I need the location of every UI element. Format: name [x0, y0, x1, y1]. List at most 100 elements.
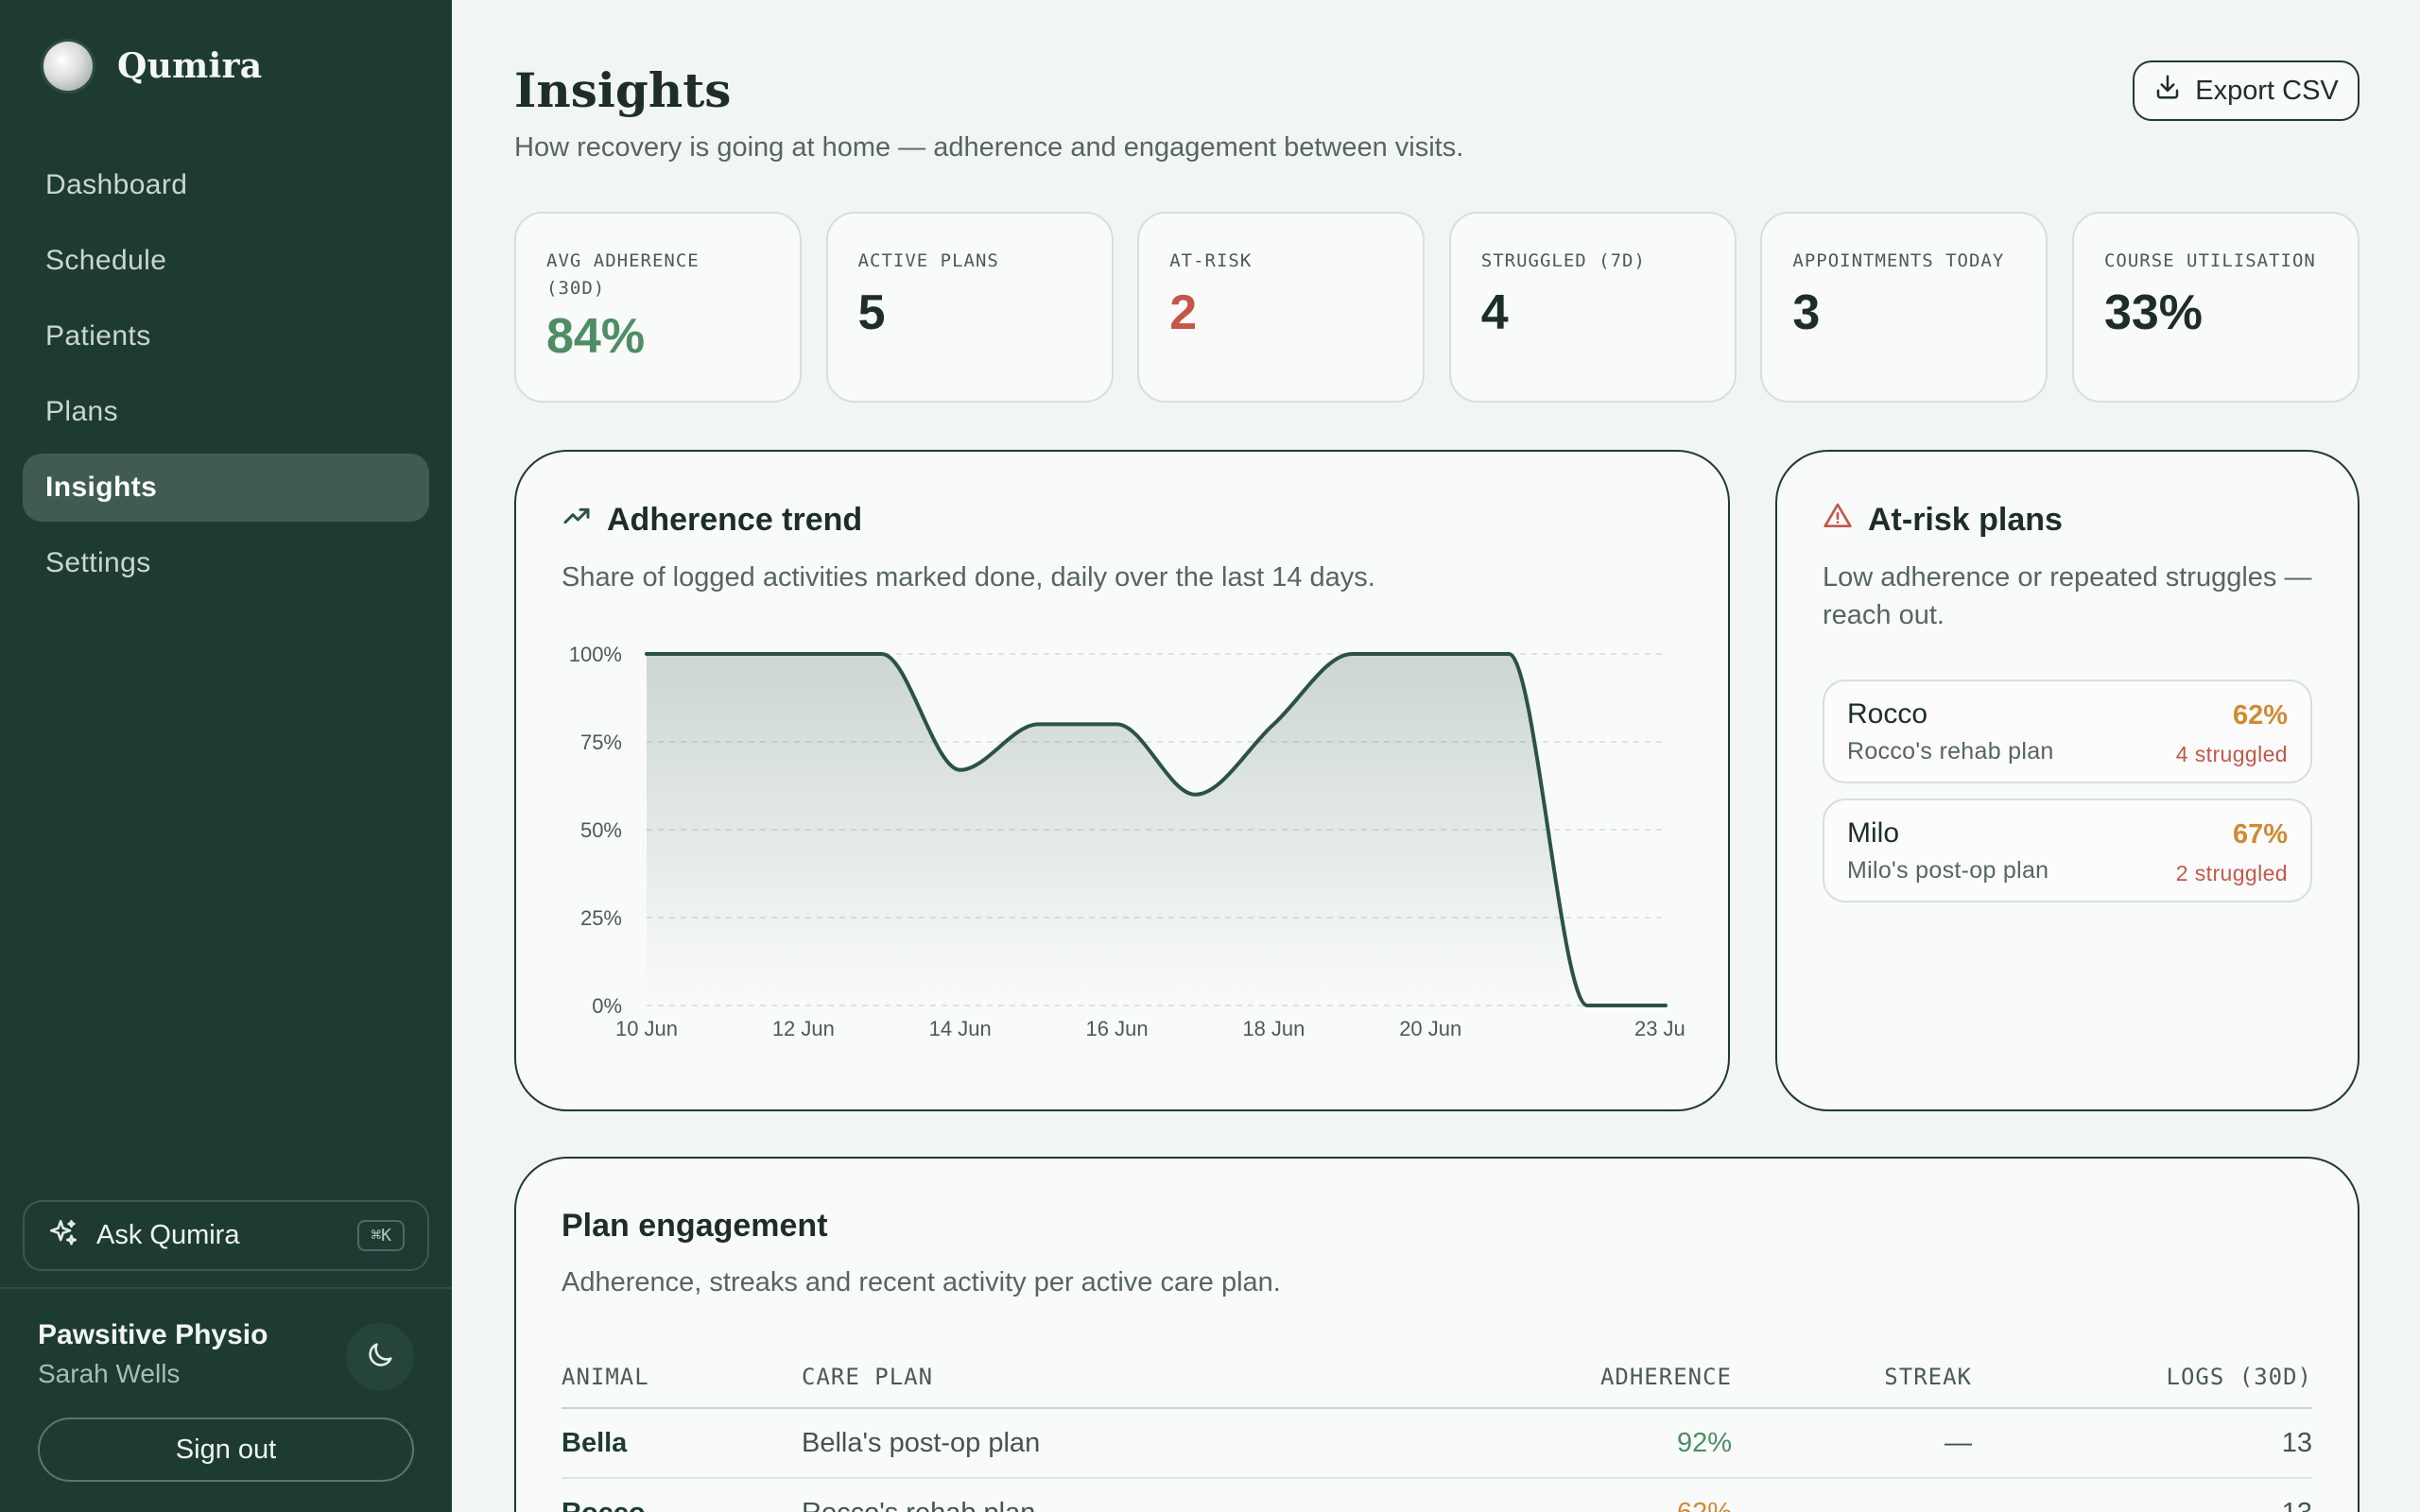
- sidebar-item-settings[interactable]: Settings: [45, 547, 151, 578]
- stat-value: 84%: [546, 309, 646, 364]
- stat-value: 4: [1480, 285, 1509, 340]
- sidebar-item-plans[interactable]: Plans: [45, 396, 119, 427]
- x-tick-label: 16 Jun: [1086, 1017, 1149, 1040]
- risk-plan-name: Rocco's rehab plan: [1847, 738, 2054, 765]
- cell-animal[interactable]: Bella: [562, 1427, 628, 1458]
- risk-struggled: 2 struggled: [2175, 861, 2288, 885]
- stat-card-appointments-today: APPOINTMENTS TODAY 3: [1760, 212, 2048, 403]
- adherence-trend-card: Adherence trend Share of logged activiti…: [514, 450, 1730, 1111]
- stat-card-course-utilisation: COURSE UTILISATION 33%: [2071, 212, 2360, 403]
- stat-cards: AVG ADHERENCE (30D) 84% ACTIVE PLANS 5 A…: [514, 212, 2360, 403]
- stat-value: 5: [857, 285, 886, 340]
- at-risk-item-rocco[interactable]: Rocco Rocco's rehab plan 62% 4 struggled: [1823, 679, 2312, 783]
- page-title: Insights: [514, 62, 732, 118]
- export-csv-button[interactable]: Export CSV: [2133, 60, 2360, 121]
- x-tick-label: 14 Jun: [929, 1017, 992, 1040]
- brand-name: Qumira: [117, 46, 263, 86]
- cell-logs: 13: [1972, 1498, 2312, 1512]
- sidebar-item-dashboard[interactable]: Dashboard: [45, 169, 188, 200]
- stat-value: 2: [1169, 285, 1198, 340]
- risk-animal-name: Rocco: [1847, 698, 1928, 730]
- sidebar: Qumira Dashboard Schedule Patients Plans…: [0, 0, 452, 1512]
- chart-series-line: [645, 652, 1668, 1007]
- cell-logs: 13: [2281, 1427, 2312, 1458]
- x-tick-label: 10 Jun: [615, 1017, 678, 1040]
- column-header-streak[interactable]: STREAK: [1884, 1364, 1972, 1390]
- plan-engagement-title: Plan engagement: [562, 1208, 828, 1244]
- sign-out-button[interactable]: Sign out: [38, 1418, 414, 1482]
- adherence-trend-description: Share of logged activities marked done, …: [562, 562, 1375, 593]
- stat-card-active-plans: ACTIVE PLANS 5: [825, 212, 1114, 403]
- cell-adherence: 92%: [1676, 1427, 1732, 1458]
- cell-care-plan: Rocco's rehab plan: [802, 1498, 1369, 1512]
- stat-label: COURSE UTILISATION: [2103, 250, 2316, 271]
- stat-label: AT-RISK: [1169, 250, 1253, 271]
- brand[interactable]: Qumira: [43, 42, 262, 91]
- sidebar-item-schedule[interactable]: Schedule: [45, 245, 167, 276]
- at-risk-title-text: At-risk plans: [1868, 502, 2063, 538]
- cell-adherence: 62%: [1369, 1498, 1732, 1512]
- y-tick-label: 0%: [592, 994, 622, 1018]
- engagement-table: ANIMAL CARE PLAN ADHERENCE STREAK LOGS (…: [562, 1347, 2312, 1512]
- x-tick-label: 12 Jun: [772, 1017, 835, 1040]
- download-icon: [2153, 73, 2195, 109]
- warning-icon: [1823, 501, 1868, 540]
- trending-up-icon: [562, 501, 607, 540]
- sidebar-nav: Dashboard Schedule Patients Plans Insigh…: [23, 151, 429, 605]
- sparkles-icon: [47, 1217, 79, 1254]
- y-tick-label: 100%: [569, 643, 622, 666]
- chart-area-fill: [647, 654, 1666, 1005]
- y-tick-label: 25%: [580, 906, 622, 930]
- stat-value: 33%: [2103, 285, 2204, 340]
- cell-animal[interactable]: Rocco: [562, 1498, 802, 1512]
- stat-label: ACTIVE PLANS: [857, 250, 999, 271]
- y-tick-label: 50%: [580, 818, 622, 842]
- adherence-trend-title: Adherence trend: [562, 501, 1683, 540]
- column-header-logs[interactable]: LOGS (30D): [2166, 1364, 2312, 1390]
- risk-struggled: 4 struggled: [2175, 742, 2288, 766]
- export-csv-label: Export CSV: [2195, 75, 2339, 106]
- sidebar-item-patients[interactable]: Patients: [45, 320, 151, 352]
- adherence-trend-title-text: Adherence trend: [607, 502, 863, 538]
- user-name: Sarah Wells: [38, 1359, 181, 1388]
- table-row[interactable]: Rocco Rocco's rehab plan 62% 13: [562, 1479, 2312, 1512]
- column-header-care-plan[interactable]: CARE PLAN: [802, 1364, 934, 1390]
- adherence-trend-chart: 0% 25% 50% 75% 100% 10 Jun 12 Jun 14 Jun 16 Jun 1…: [569, 643, 1686, 1040]
- at-risk-list: Rocco Rocco's rehab plan 62% 4 struggled…: [1823, 679, 2312, 902]
- x-tick-label: 18 Jun: [1242, 1017, 1305, 1040]
- at-risk-description: Low adherence or repeated struggles — re…: [1823, 562, 2312, 630]
- page-subtitle: How recovery is going at home — adherenc…: [514, 132, 1464, 163]
- cell-care-plan: Bella's post-op plan: [802, 1427, 1041, 1458]
- brand-logo: [43, 42, 93, 91]
- theme-toggle-button[interactable]: [346, 1323, 414, 1391]
- org-name: Pawsitive Physio: [38, 1319, 268, 1350]
- table-header: ANIMAL CARE PLAN ADHERENCE STREAK LOGS (…: [562, 1347, 2312, 1409]
- stat-card-at-risk: AT-RISK 2: [1137, 212, 1426, 403]
- stat-card-avg-adherence: AVG ADHERENCE (30D) 84%: [514, 212, 802, 403]
- plan-engagement-description: Adherence, streaks and recent activity p…: [562, 1267, 1281, 1297]
- stat-label: AVG ADHERENCE (30D): [546, 250, 700, 299]
- stat-label: STRUGGLED (7D): [1480, 250, 1646, 271]
- column-header-adherence[interactable]: ADHERENCE: [1599, 1364, 1732, 1390]
- keyboard-shortcut: ⌘K: [357, 1220, 405, 1251]
- plan-engagement-card: Plan engagement Adherence, streaks and r…: [514, 1157, 2360, 1512]
- y-tick-label: 75%: [580, 730, 622, 754]
- cell-streak: —: [1945, 1427, 1972, 1458]
- risk-plan-name: Milo's post-op plan: [1847, 857, 2049, 884]
- stat-label: APPOINTMENTS TODAY: [1792, 250, 2005, 271]
- x-tick-label: 23 Jun: [1634, 1017, 1686, 1040]
- table-row[interactable]: Bella Bella's post-op plan 92% — 13: [562, 1409, 2312, 1479]
- stat-value: 3: [1792, 285, 1821, 340]
- ask-qumira-button[interactable]: Ask Qumira ⌘K: [23, 1200, 429, 1271]
- moon-icon: [364, 1339, 396, 1376]
- sidebar-item-insights[interactable]: Insights: [23, 454, 429, 522]
- at-risk-title: At-risk plans: [1823, 501, 2312, 540]
- risk-animal-name: Milo: [1847, 817, 1900, 849]
- at-risk-item-milo[interactable]: Milo Milo's post-op plan 67% 2 struggled: [1823, 799, 2312, 902]
- risk-adherence: 62%: [2232, 700, 2288, 730]
- x-tick-label: 20 Jun: [1399, 1017, 1461, 1040]
- risk-adherence: 67%: [2232, 819, 2288, 850]
- sidebar-divider: [0, 1287, 452, 1289]
- stat-card-struggled: STRUGGLED (7D) 4: [1448, 212, 1737, 403]
- column-header-animal[interactable]: ANIMAL: [562, 1364, 649, 1390]
